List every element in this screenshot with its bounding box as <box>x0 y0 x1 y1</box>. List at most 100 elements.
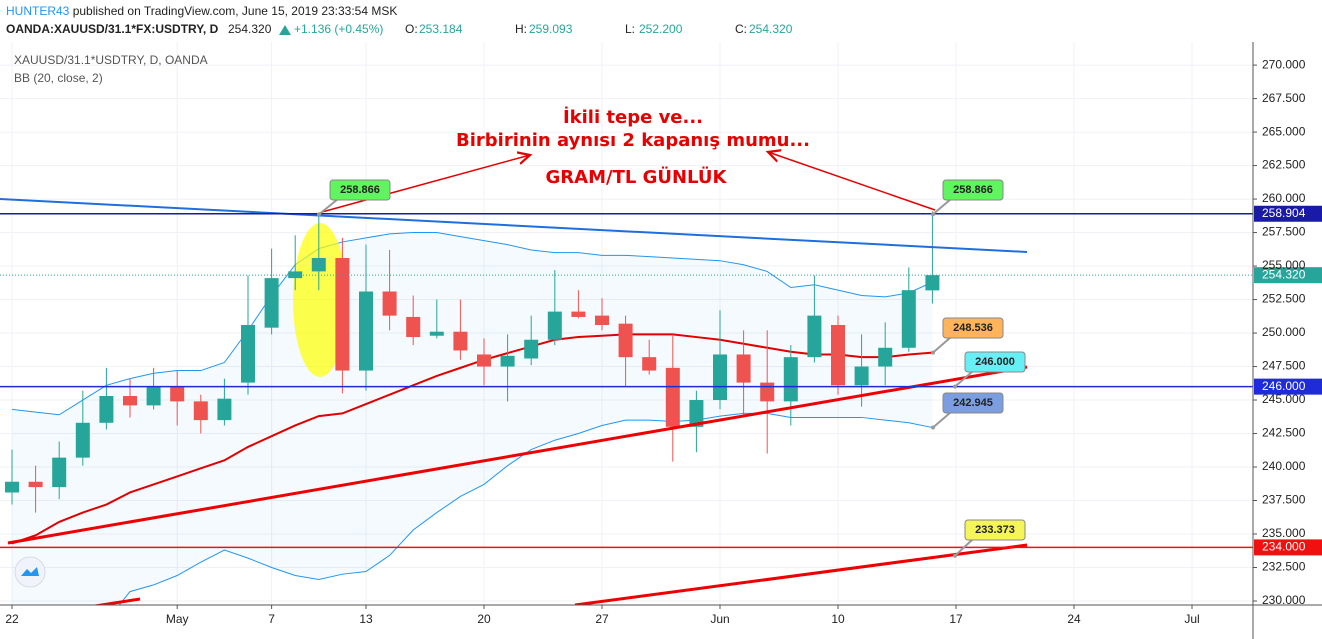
bands <box>11 232 933 605</box>
ohlc-key: H: <box>515 22 527 36</box>
callout-box <box>942 179 1004 201</box>
last-price: 254.320 <box>228 22 272 36</box>
trend-line <box>0 198 1028 253</box>
candle-body <box>831 325 845 386</box>
x-tick-label: 20 <box>477 612 491 626</box>
x-tick-label: 13 <box>359 612 373 626</box>
y-tick-label: 267.500 <box>1262 91 1306 105</box>
x-tick-label: May <box>166 612 189 626</box>
candle-body <box>878 347 893 367</box>
y-tick-label: 237.500 <box>1262 493 1306 507</box>
logo-mark <box>21 567 39 576</box>
publisher: HUNTER43 <box>6 4 70 18</box>
x-tick-label: 22 <box>5 612 19 626</box>
candle-body <box>217 398 232 421</box>
callout-label: 242.945 <box>953 397 993 409</box>
y-tick-label: 247.500 <box>1262 359 1306 373</box>
candle-body <box>123 396 137 406</box>
annotation: İkili tepe ve... <box>563 106 703 128</box>
ohlc-value: 253.184 <box>419 22 463 36</box>
callout-label: 233.373 <box>975 524 1015 536</box>
candle-body <box>453 331 468 351</box>
candle-body <box>311 258 326 272</box>
ohlc-key: L: <box>625 22 635 36</box>
candle-body <box>477 354 491 367</box>
y-tick-label: 260.000 <box>1262 191 1306 205</box>
callout-pointer <box>954 538 974 557</box>
ohlc-key: C: <box>735 22 747 36</box>
candle-body <box>500 355 515 367</box>
x-tick-label: 10 <box>831 612 845 626</box>
candle-body <box>335 258 350 371</box>
callout-anchor <box>931 425 935 430</box>
ohlc-value: 259.093 <box>529 22 573 36</box>
candle-body <box>665 367 680 427</box>
callout-label: 246.000 <box>975 356 1015 368</box>
callout-pointer <box>932 198 952 216</box>
candle-body <box>28 481 43 488</box>
arrow <box>321 155 530 213</box>
candle-body <box>264 278 279 328</box>
candle-body <box>618 323 633 358</box>
callout-anchor <box>931 350 935 355</box>
highlight <box>293 223 347 377</box>
candle-body <box>642 357 657 371</box>
price-label: 258.904 <box>1262 206 1306 220</box>
up-icon <box>279 25 291 35</box>
change: +1.136 (+0.45%) <box>294 22 383 36</box>
price-label-box <box>1254 539 1322 556</box>
candle-body <box>925 275 940 291</box>
trend-line <box>574 543 1028 605</box>
candle-body <box>524 339 539 359</box>
price-label: 254.320 <box>1262 267 1306 281</box>
candle-body <box>783 357 798 402</box>
ohlc-value: 254.320 <box>749 22 793 36</box>
x-tick-label: 24 <box>1067 612 1081 626</box>
y-tick-label: 242.500 <box>1262 426 1306 440</box>
callout-label: 258.866 <box>953 184 993 196</box>
candle-body <box>99 396 114 423</box>
candle-body <box>713 354 727 401</box>
ohlc: O: 253.184 H: 259.093 L: 252.200 C: 254.320 <box>405 22 793 36</box>
ohlc-value: 252.200 <box>639 22 683 36</box>
y-tick-label: 240.000 <box>1262 459 1306 473</box>
price-label: 234.000 <box>1262 540 1306 554</box>
callout-pointer <box>932 336 952 354</box>
callout-anchor <box>317 212 321 217</box>
price-lines: 258.904 254.320 246.000 234.000 <box>0 205 1322 556</box>
candle-body <box>5 481 19 493</box>
x-tick-label: 7 <box>268 612 275 626</box>
header-line: HUNTER43 published on TradingView.com, J… <box>6 4 397 18</box>
callout-label: 248.536 <box>953 322 993 334</box>
x-tick-label: 17 <box>949 612 963 626</box>
callout-pointer <box>932 411 952 429</box>
y-tick-label: 265.000 <box>1262 124 1306 138</box>
candle-body <box>736 354 751 383</box>
candle-body <box>241 325 255 383</box>
y-tick-label: 257.500 <box>1262 225 1306 239</box>
candle-body <box>901 290 916 348</box>
legend-title: XAUUSD/31.1*USDTRY, D, OANDA <box>14 53 208 67</box>
callout-anchor <box>953 384 957 389</box>
candle-body <box>854 366 869 386</box>
callout-anchor <box>931 212 935 217</box>
candle-body <box>547 311 562 340</box>
band-fill <box>12 232 933 605</box>
band-line <box>118 412 933 605</box>
callout-box <box>329 179 391 201</box>
band-line <box>11 333 933 545</box>
candle-body <box>193 401 208 421</box>
price-label-box <box>1254 205 1322 222</box>
y-tick-label: 255.000 <box>1262 258 1306 272</box>
candle-body <box>288 271 303 279</box>
candle-body <box>52 457 67 488</box>
callouts: 258.866 258.866 248.536 246.000 242.945 233.3… <box>317 179 1026 558</box>
annotation: Birbirinin aynısı 2 kapanış mumu... <box>456 130 810 151</box>
arrow <box>768 152 936 211</box>
x-tick-label: 27 <box>595 612 609 626</box>
callout-anchor <box>953 553 957 558</box>
candle-body <box>382 291 397 316</box>
candle-body <box>807 315 822 358</box>
candle-body <box>429 331 444 336</box>
